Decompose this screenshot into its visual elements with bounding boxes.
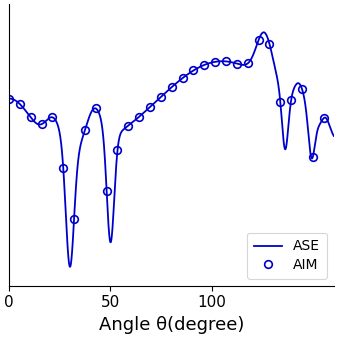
AIM <box>267 42 271 46</box>
AIM <box>126 124 130 128</box>
AIM <box>180 76 185 80</box>
AIM <box>202 63 206 67</box>
AIM <box>50 115 54 119</box>
AIM <box>257 38 261 42</box>
AIM <box>300 87 304 91</box>
X-axis label: Angle θ(degree): Angle θ(degree) <box>99 316 244 334</box>
ASE <box>24 108 28 113</box>
AIM <box>83 128 87 132</box>
AIM <box>213 60 217 64</box>
ASE <box>262 30 266 34</box>
AIM <box>72 217 76 221</box>
AIM <box>40 122 44 126</box>
AIM <box>7 97 11 101</box>
ASE <box>7 97 11 101</box>
AIM <box>61 166 65 170</box>
ASE <box>322 116 327 120</box>
AIM <box>278 100 282 104</box>
AIM <box>322 116 326 120</box>
AIM <box>137 115 141 119</box>
AIM <box>148 105 152 109</box>
Legend: ASE, AIM: ASE, AIM <box>247 233 327 279</box>
AIM <box>159 95 163 99</box>
Line: ASE: ASE <box>9 32 334 267</box>
AIM <box>311 155 315 159</box>
ASE <box>165 89 169 93</box>
ASE <box>156 97 161 101</box>
AIM <box>18 102 22 106</box>
AIM <box>29 115 33 119</box>
ASE <box>68 265 72 269</box>
AIM <box>116 148 120 152</box>
Line: AIM: AIM <box>5 36 328 222</box>
AIM <box>235 62 239 66</box>
AIM <box>170 85 174 89</box>
ASE <box>332 134 336 138</box>
AIM <box>94 106 98 111</box>
ASE <box>263 31 267 35</box>
AIM <box>289 98 293 102</box>
ASE <box>323 116 327 120</box>
AIM <box>105 189 109 193</box>
AIM <box>224 59 228 64</box>
AIM <box>246 62 250 66</box>
AIM <box>191 69 195 73</box>
